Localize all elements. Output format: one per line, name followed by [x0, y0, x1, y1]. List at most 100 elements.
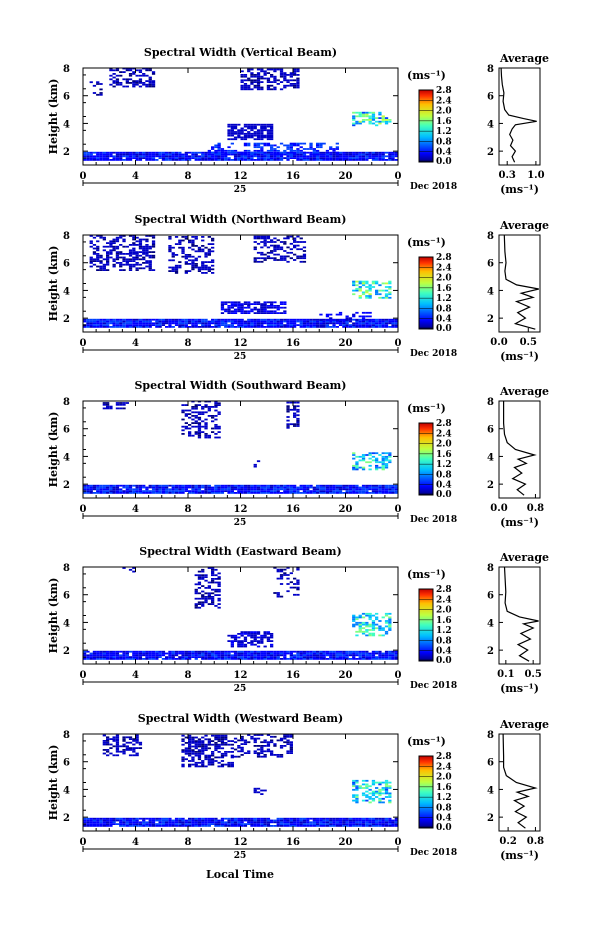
heatmap-cell [309, 656, 313, 658]
heatmap-cell [191, 326, 195, 328]
heatmap-cell [361, 324, 366, 326]
heatmap-cell [201, 576, 205, 578]
heatmap-cell [371, 119, 376, 121]
heatmap-cell [191, 261, 195, 263]
heatmap-cell [358, 623, 362, 626]
heatmap-cell [142, 658, 146, 660]
heatmap-cell [263, 70, 267, 73]
date-label: Dec 2018 [410, 515, 457, 525]
heatmap-cell [188, 654, 192, 657]
heatmap-cell [279, 568, 284, 571]
heatmap-cell [151, 236, 156, 239]
heatmap-cell [253, 260, 257, 263]
heatmap-cell [384, 122, 389, 125]
heatmap-cell [142, 258, 146, 261]
heatmap-cell [289, 74, 293, 76]
heatmap-cell [273, 77, 277, 80]
heatmap-cell [201, 823, 205, 825]
heatmap-cell [217, 740, 221, 742]
heatmap-cell [316, 318, 320, 321]
heatmap-cell [197, 436, 202, 439]
heatmap-cell [368, 658, 372, 660]
heatmap-cell [184, 272, 188, 274]
heatmap-cell [201, 743, 205, 746]
heatmap-cell [227, 131, 231, 133]
colorbar-tick-label: 0.8 [436, 803, 452, 813]
colorbar-unit: (ms⁻¹) [407, 402, 446, 415]
heatmap-cell [270, 739, 274, 742]
heatmap-cell [260, 77, 264, 80]
heatmap-cell [191, 151, 195, 154]
heatmap-cell [260, 650, 264, 653]
heatmap-cell [122, 825, 126, 827]
heatmap-cell [115, 738, 120, 740]
heatmap-cell [250, 132, 254, 135]
heatmap-cell [194, 656, 198, 658]
heatmap-cell [125, 262, 129, 264]
heatmap-cell [184, 488, 188, 491]
heatmap-cell [102, 740, 106, 742]
heatmap-cell [155, 488, 159, 491]
heatmap-cell [332, 658, 336, 660]
heatmap-cell [132, 73, 136, 75]
heatmap-cell [361, 621, 366, 624]
heatmap-cell [322, 486, 326, 489]
heatmap-cell [230, 320, 234, 323]
heatmap-cell [256, 817, 261, 820]
heatmap-cell [371, 151, 376, 154]
heatmap-cell [388, 120, 392, 123]
heatmap-cell [247, 484, 251, 487]
heatmap-cell [230, 134, 234, 137]
heatmap-cell [365, 151, 369, 154]
heatmap-cell [260, 132, 264, 135]
heatmap-cell [99, 656, 103, 658]
heatmap-cell [273, 312, 277, 314]
heatmap-cell [132, 238, 136, 241]
y-tick-label: 8 [63, 730, 70, 741]
heatmap-cell [371, 621, 376, 624]
heatmap-cell [217, 736, 221, 739]
heatmap-cell [128, 736, 133, 739]
heatmap-cell [283, 255, 287, 258]
heatmap-cell [299, 488, 303, 491]
heatmap-cell [247, 153, 251, 156]
heatmap-cell [381, 781, 385, 784]
heatmap-cell [365, 623, 369, 626]
heatmap-cell [119, 658, 123, 660]
heatmap-cell [260, 237, 264, 240]
heatmap-cell [194, 153, 198, 156]
heatmap-cell [361, 632, 366, 635]
heatmap-cell [286, 144, 290, 147]
average-line [503, 566, 539, 662]
heatmap-cell [352, 313, 356, 316]
heatmap-cell [227, 310, 231, 313]
heatmap-cell [361, 157, 366, 159]
heatmap-cell [302, 486, 307, 489]
heatmap-cell [375, 466, 379, 469]
heatmap-cell [293, 322, 297, 325]
heatmap-cell [151, 151, 156, 154]
heatmap-cell [204, 486, 208, 489]
heatmap-cell [338, 825, 343, 827]
colorbar-tick-label: 0.4 [436, 647, 452, 657]
heatmap-cell [325, 817, 330, 820]
heatmap-cell [86, 825, 90, 827]
heatmap-cell [263, 241, 267, 243]
heatmap-cell [92, 263, 97, 266]
heatmap-cell [335, 320, 339, 323]
heatmap-cell [352, 484, 356, 487]
heatmap-cell [240, 81, 244, 83]
heatmap-cell [83, 821, 87, 824]
heatmap-cell [214, 326, 218, 328]
heatmap-cell [263, 151, 267, 154]
heatmap-cell [178, 650, 182, 653]
heatmap-cell [138, 821, 143, 824]
heatmap-cell [138, 652, 143, 655]
heatmap-cell [112, 754, 116, 757]
heatmap-cell [230, 656, 234, 658]
heatmap-cell [365, 630, 369, 633]
heatmap-cell [361, 291, 366, 294]
heatmap-cell [217, 652, 221, 655]
heatmap-cell [165, 823, 169, 825]
heatmap-cell [214, 738, 218, 741]
